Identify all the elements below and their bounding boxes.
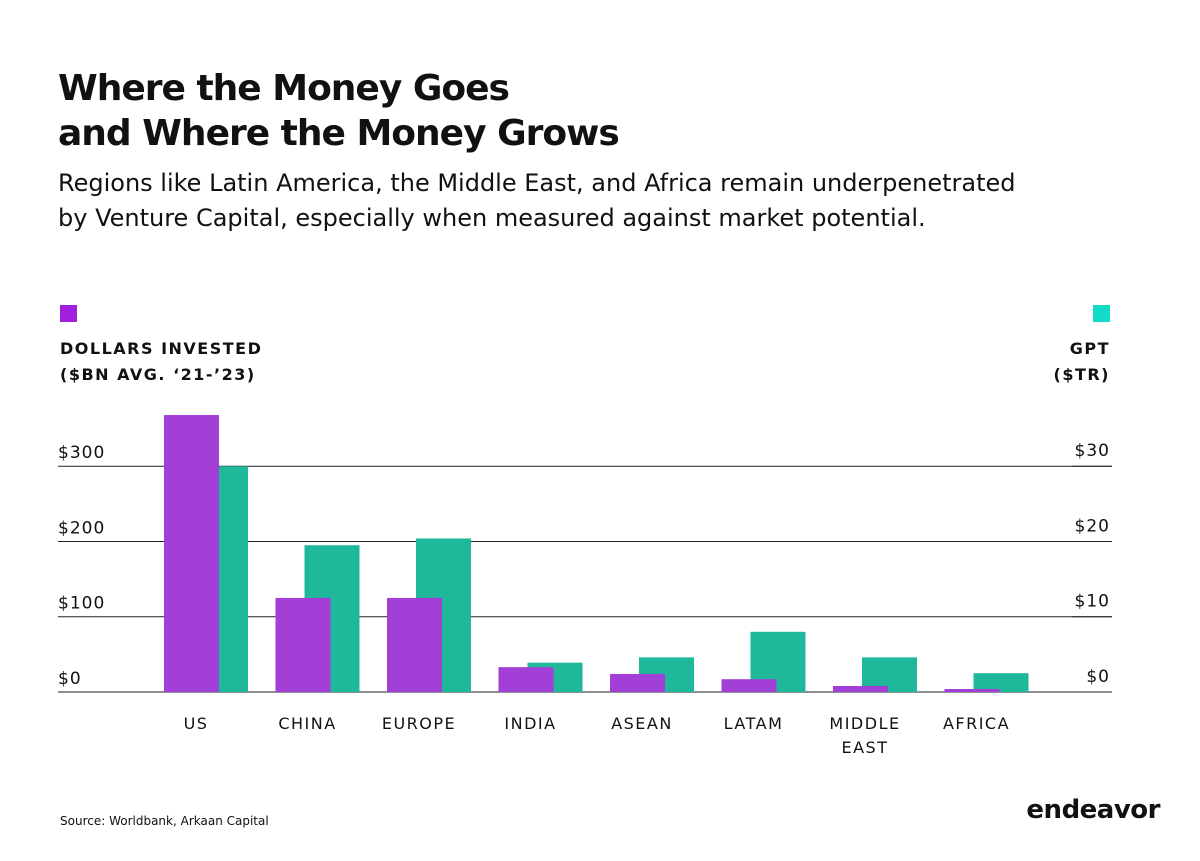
subtitle: Regions like Latin America, the Middle E…: [58, 169, 1016, 197]
chart-title: Where the Money Goes: [58, 68, 509, 109]
x-tick-label: MIDDLE EAST: [829, 714, 900, 757]
y2-tick-label: $30: [1075, 441, 1110, 461]
y-tick-label: $0: [58, 669, 82, 689]
y2-tick-label: $0: [1086, 667, 1110, 687]
bar: [164, 415, 219, 692]
bar: [721, 679, 777, 692]
x-tick-label: CHINA: [278, 714, 336, 733]
bar: [498, 667, 554, 692]
source: Source: Worldbank, Arkaan Capital: [60, 814, 269, 828]
y2-axis-label: GPT: [1070, 339, 1110, 358]
x-tick-label: LATAM: [724, 714, 784, 733]
y2-tick-label: $10: [1075, 592, 1110, 612]
y2-axis-label: ($TR): [1054, 365, 1111, 384]
bar: [833, 685, 888, 692]
chart-title: and Where the Money Grows: [58, 113, 619, 154]
bar: [944, 688, 1000, 692]
x-tick-label: INDIA: [504, 714, 556, 733]
legend-swatch: [1093, 305, 1110, 322]
legend-swatch: [60, 305, 77, 322]
bar: [610, 673, 665, 692]
bar: [387, 597, 442, 692]
bar: [275, 597, 331, 692]
y-axis-label: DOLLARS INVESTED: [60, 339, 262, 358]
y-tick-label: $100: [58, 594, 105, 614]
y2-tick-label: $20: [1075, 516, 1110, 536]
x-tick-label: EUROPE: [382, 714, 456, 733]
y-axis-label: ($BN AVG. ‘21-’23): [60, 365, 256, 384]
x-tick-label: AFRICA: [943, 714, 1010, 733]
brand-logo: endeavor: [1026, 795, 1160, 825]
x-tick-label: ASEAN: [611, 714, 673, 733]
y-tick-label: $300: [58, 443, 105, 463]
subtitle: by Venture Capital, especially when meas…: [58, 204, 926, 232]
y-tick-label: $200: [58, 518, 105, 538]
x-tick-label: US: [184, 714, 209, 733]
bar: [973, 673, 1029, 692]
